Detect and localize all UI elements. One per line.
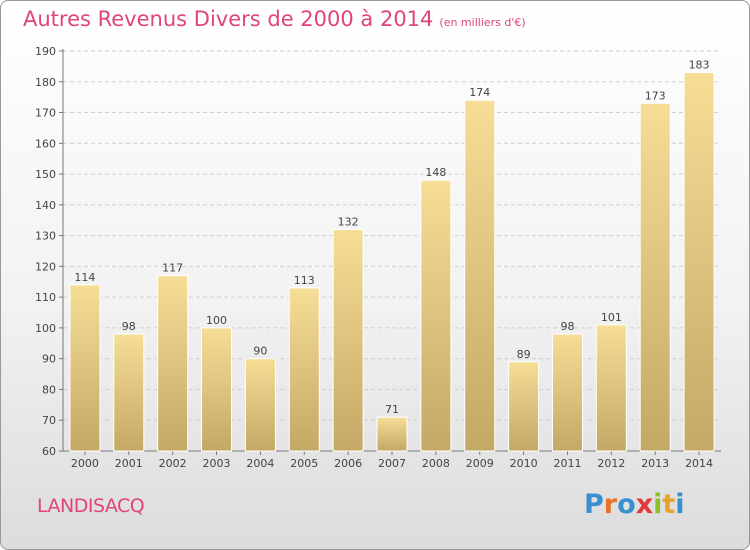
y-tick-label: 190 <box>35 45 56 58</box>
y-tick-label: 180 <box>35 76 56 89</box>
logo-letter: P <box>584 489 604 520</box>
y-tick-label: 70 <box>42 414 56 427</box>
bar-2007 <box>376 416 408 452</box>
axis-layer: 60 70 80 90 100 110 120 130 140 150 160 170 180 190 20… <box>35 45 721 470</box>
y-tick-label: 110 <box>35 291 56 304</box>
y-tick-label: 100 <box>35 322 56 335</box>
bar-2000 <box>69 284 101 452</box>
x-tick-label-2005: 2005 <box>290 457 318 470</box>
bar-2002 <box>157 275 189 452</box>
x-tick-label-2001: 2001 <box>115 457 143 470</box>
bar-2004 <box>244 358 276 452</box>
bar-2013 <box>639 102 671 452</box>
chart-title: Autres Revenus Divers de 2000 à 2014 (en … <box>23 7 526 31</box>
data-label-2002: 117 <box>162 262 183 275</box>
data-label-2012: 101 <box>601 311 622 324</box>
bar-2008 <box>420 179 452 452</box>
bar-2005 <box>288 287 320 452</box>
y-tick-label: 130 <box>35 230 56 243</box>
logo-letter: x <box>635 489 654 520</box>
bar-2003 <box>201 327 233 452</box>
x-tick-label-2007: 2007 <box>378 457 406 470</box>
title-unit: (en milliers d'€) <box>439 16 526 29</box>
logo-letter: t <box>662 489 676 520</box>
proxiti-logo: Proxiti <box>584 489 685 520</box>
data-label-2011: 98 <box>560 320 574 333</box>
bar-layer: 114 98 117 100 90 113 132 71 148 174 89 98 101 173 183 <box>69 59 715 452</box>
bar-2009 <box>464 99 496 452</box>
y-tick-label: 160 <box>35 137 56 150</box>
data-label-2007: 71 <box>385 403 399 416</box>
y-tick-label: 170 <box>35 107 56 120</box>
logo-letter: o <box>617 489 636 520</box>
x-tick-label-2002: 2002 <box>159 457 187 470</box>
x-tick-label-2003: 2003 <box>203 457 231 470</box>
logo-letter: i <box>653 489 663 520</box>
x-tick-label-2006: 2006 <box>334 457 362 470</box>
data-label-2005: 113 <box>294 274 315 287</box>
y-tick-label: 140 <box>35 199 56 212</box>
data-label-2003: 100 <box>206 314 227 327</box>
data-label-2014: 183 <box>689 59 710 72</box>
logo-letter: r <box>603 489 618 520</box>
bar-2001 <box>113 333 145 452</box>
y-tick-label: 60 <box>42 445 56 458</box>
x-tick-label-2013: 2013 <box>641 457 669 470</box>
bar-2006 <box>332 228 364 452</box>
x-tick-label-2012: 2012 <box>597 457 625 470</box>
bar-2014 <box>683 72 715 452</box>
data-label-2000: 114 <box>74 271 95 284</box>
bar-2012 <box>595 324 627 452</box>
x-tick-label-2009: 2009 <box>466 457 494 470</box>
data-label-2001: 98 <box>122 320 136 333</box>
commune-name: LANDISACQ <box>37 495 145 517</box>
data-label-2009: 174 <box>469 86 490 99</box>
y-tick-label: 120 <box>35 260 56 273</box>
data-label-2013: 173 <box>645 89 666 102</box>
x-tick-label-2011: 2011 <box>553 457 581 470</box>
data-label-2004: 90 <box>253 345 267 358</box>
data-label-2006: 132 <box>338 215 359 228</box>
bar-2010 <box>508 361 540 452</box>
x-tick-label-2000: 2000 <box>71 457 99 470</box>
y-tick-label: 90 <box>42 353 56 366</box>
bar-2011 <box>551 333 583 452</box>
y-tick-label: 80 <box>42 383 56 396</box>
y-tick-label: 150 <box>35 168 56 181</box>
data-label-2008: 148 <box>425 166 446 179</box>
x-tick-label-2008: 2008 <box>422 457 450 470</box>
logo-letter: i <box>675 489 685 520</box>
data-label-2010: 89 <box>517 348 531 361</box>
title-text: Autres Revenus Divers de 2000 à 2014 <box>23 7 434 31</box>
x-tick-label-2010: 2010 <box>510 457 538 470</box>
x-tick-label-2014: 2014 <box>685 457 713 470</box>
x-tick-label-2004: 2004 <box>246 457 274 470</box>
